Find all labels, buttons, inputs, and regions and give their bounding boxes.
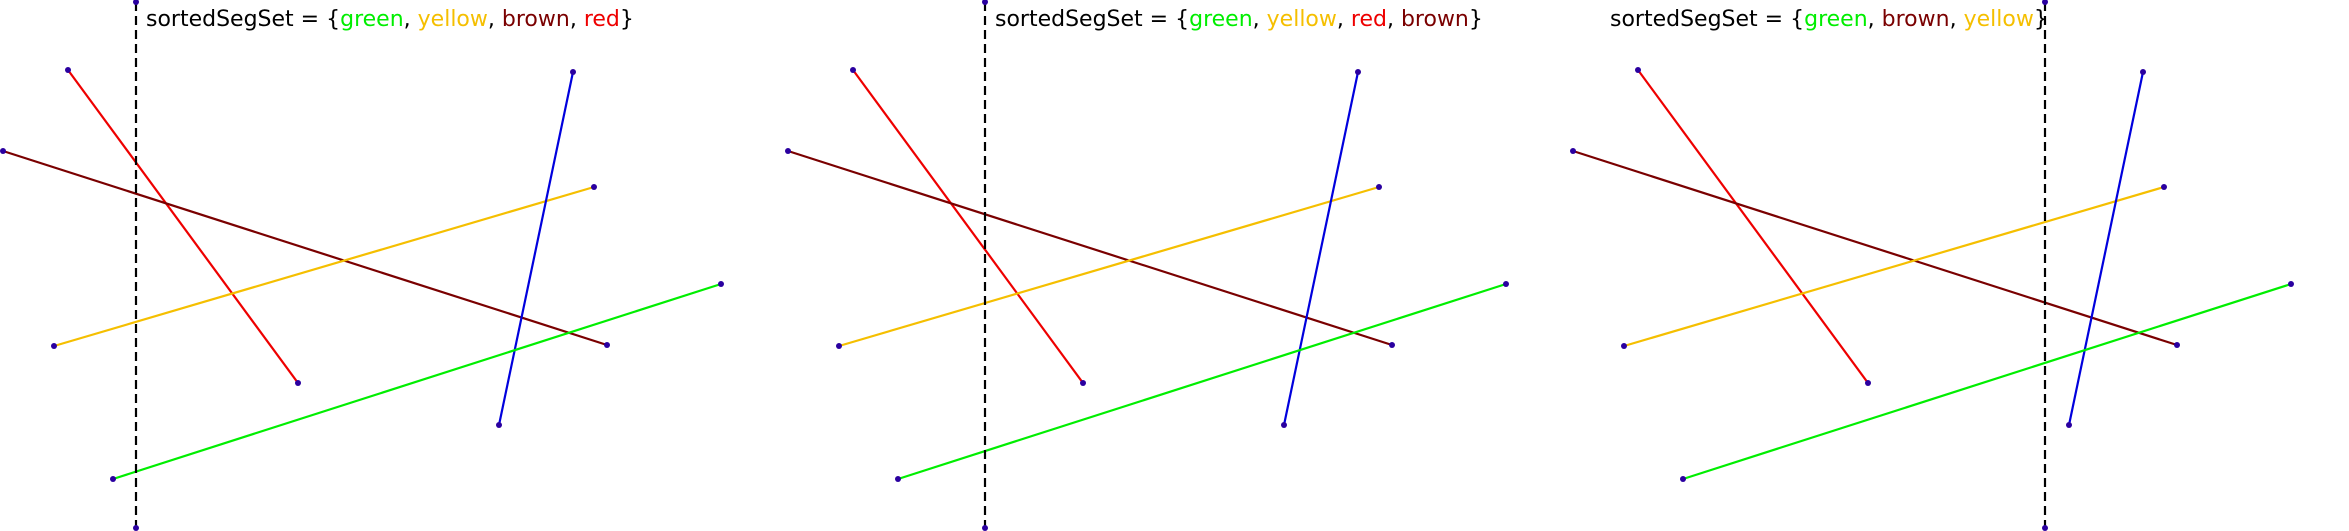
sorted-seg-set-label: sortedSegSet = {green, brown, yellow} — [1610, 7, 2048, 32]
sweep-line-endpoint-2 — [2042, 525, 2048, 531]
brown-segment — [1572, 149, 2178, 347]
green-segment — [112, 282, 722, 481]
red-endpoint-1 — [850, 67, 856, 73]
yellow-endpoint-1 — [836, 343, 842, 349]
sweep-line-endpoint-1 — [982, 0, 988, 5]
brown-segment — [787, 149, 1393, 347]
set-item-green: green — [1804, 7, 1868, 32]
green-endpoint-2 — [718, 281, 724, 287]
set-item-green: green — [1189, 7, 1253, 32]
set-separator: , — [1337, 7, 1351, 32]
brown-endpoint-2 — [1389, 342, 1395, 348]
label-suffix: } — [620, 7, 634, 32]
green-endpoint-1 — [895, 476, 901, 482]
set-separator: , — [570, 7, 584, 32]
set-item-yellow: yellow — [1267, 7, 1337, 32]
blue-endpoint-2 — [496, 422, 502, 428]
set-separator: , — [1868, 7, 1882, 32]
label-suffix: } — [1469, 7, 1483, 32]
blue-segment — [2067, 71, 2145, 426]
yellow-endpoint-1 — [51, 343, 57, 349]
brown-endpoint-2 — [2174, 342, 2180, 348]
brown-endpoint-1 — [785, 148, 791, 154]
set-separator: , — [488, 7, 502, 32]
yellow-endpoint-2 — [591, 184, 597, 190]
sweep-line-endpoint-1 — [133, 0, 139, 5]
green-endpoint-1 — [110, 476, 116, 482]
set-separator: , — [404, 7, 418, 32]
sorted-seg-set-label: sortedSegSet = {green, yellow, brown, re… — [146, 7, 634, 32]
blue-endpoint-2 — [1281, 422, 1287, 428]
set-item-brown: brown — [1882, 7, 1950, 32]
red-endpoint-2 — [1865, 380, 1871, 386]
yellow-endpoint-1 — [1621, 343, 1627, 349]
label-prefix: sortedSegSet = { — [995, 7, 1189, 32]
brown-segment — [2, 149, 608, 347]
red-segment — [67, 69, 299, 384]
green-endpoint-2 — [1503, 281, 1509, 287]
yellow-segment — [53, 185, 595, 348]
set-item-brown: brown — [502, 7, 570, 32]
brown-endpoint-1 — [1570, 148, 1576, 154]
set-item-yellow: yellow — [418, 7, 488, 32]
green-endpoint-2 — [2288, 281, 2294, 287]
red-segment — [852, 69, 1084, 384]
blue-endpoint-1 — [1355, 69, 1361, 75]
blue-segment — [497, 71, 575, 426]
set-separator: , — [1950, 7, 1964, 32]
panel-3: sortedSegSet = {green, brown, yellow} — [1570, 0, 2294, 531]
sweep-line-endpoint-2 — [982, 525, 988, 531]
red-segment — [1637, 69, 1869, 384]
yellow-segment — [1623, 185, 2165, 348]
label-prefix: sortedSegSet = { — [1610, 7, 1804, 32]
blue-endpoint-1 — [570, 69, 576, 75]
sweep-line-endpoint-2 — [133, 525, 139, 531]
blue-endpoint-1 — [2140, 69, 2146, 75]
set-item-red: red — [584, 7, 620, 32]
label-suffix: } — [2034, 7, 2048, 32]
label-prefix: sortedSegSet = { — [146, 7, 340, 32]
set-item-red: red — [1351, 7, 1387, 32]
green-segment — [1682, 282, 2292, 481]
green-endpoint-1 — [1680, 476, 1686, 482]
sweep-line-endpoint-1 — [2042, 0, 2048, 5]
red-endpoint-2 — [295, 380, 301, 386]
set-item-green: green — [340, 7, 404, 32]
set-separator: , — [1253, 7, 1267, 32]
brown-endpoint-2 — [604, 342, 610, 348]
blue-segment — [1282, 71, 1360, 426]
brown-endpoint-1 — [0, 148, 6, 154]
yellow-endpoint-2 — [2161, 184, 2167, 190]
red-endpoint-2 — [1080, 380, 1086, 386]
panel-1: sortedSegSet = {green, yellow, brown, re… — [0, 0, 724, 531]
green-segment — [897, 282, 1507, 481]
yellow-endpoint-2 — [1376, 184, 1382, 190]
set-item-brown: brown — [1401, 7, 1469, 32]
panel-2: sortedSegSet = {green, yellow, red, brow… — [785, 0, 1509, 531]
yellow-segment — [838, 185, 1380, 348]
blue-endpoint-2 — [2066, 422, 2072, 428]
red-endpoint-1 — [65, 67, 71, 73]
sorted-seg-set-label: sortedSegSet = {green, yellow, red, brow… — [995, 7, 1483, 32]
set-item-yellow: yellow — [1964, 7, 2034, 32]
set-separator: , — [1387, 7, 1401, 32]
red-endpoint-1 — [1635, 67, 1641, 73]
